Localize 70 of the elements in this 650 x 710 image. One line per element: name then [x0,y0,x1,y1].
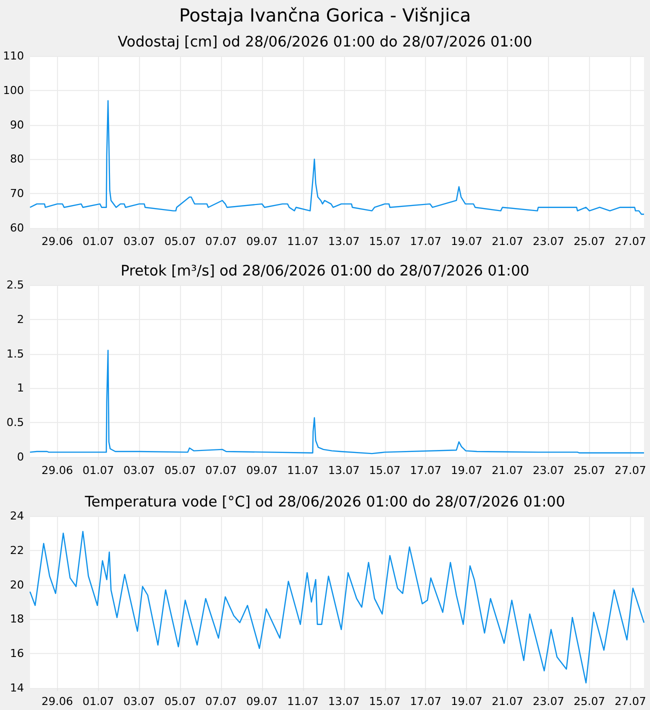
x-tick-label: 07.07 [205,235,237,248]
x-tick-label: 11.07 [287,235,319,248]
x-tick-label: 11.07 [287,464,319,477]
x-tick-label: 27.07 [614,235,646,248]
y-tick-label: 80 [10,152,24,166]
x-tick-label: 17.07 [410,464,442,477]
y-tick-label: 1.5 [6,347,24,360]
y-tick-label: 1 [17,382,24,395]
x-tick-label: 23.07 [532,695,564,708]
x-tick-label: 01.07 [82,464,114,477]
x-tick-label: 05.07 [164,695,196,708]
x-tick-label: 15.07 [369,235,401,248]
line-series [29,100,645,215]
x-tick-label: 23.07 [532,464,564,477]
x-tick-label: 29.06 [42,464,74,477]
x-tick-label: 05.07 [164,235,196,248]
x-tick-label: 19.07 [450,464,482,477]
y-tick-label: 20 [10,578,24,592]
y-tick-label: 16 [10,647,24,660]
x-tick-label: 29.06 [42,695,74,708]
y-tick-label: 22 [10,544,24,557]
x-tick-label: 15.07 [369,464,401,477]
y-tick-label: 24 [10,510,24,522]
x-tick-label: 25.07 [574,235,606,248]
x-tick-label: 13.07 [328,235,360,248]
x-tick-label: 13.07 [328,695,360,708]
chart-title: Pretok [m³/s] od 28/06/2026 01:00 do 28/07/2026 01:00 [120,264,530,280]
x-tick-label: 17.07 [410,235,442,248]
y-tick-label: 110 [3,50,24,62]
line-series [29,350,645,454]
x-tick-label: 19.07 [450,695,482,708]
y-tick-label: 2.5 [6,278,24,292]
y-tick-label: 0.5 [6,416,24,430]
y-tick-label: 14 [10,682,24,694]
x-tick-label: 23.07 [532,235,564,248]
y-tick-label: 0 [17,450,24,464]
x-tick-label: 21.07 [492,235,524,248]
chart-subtitle: Vodostaj [cm] od 28/06/2026 01:00 do 28/07/2026 01:00 [118,34,532,50]
x-tick-label: 03.07 [123,235,155,248]
x-tick-label: 07.07 [205,464,237,477]
y-tick-label: 60 [10,222,24,234]
line-series [29,530,645,684]
x-tick-label: 13.07 [328,464,360,477]
x-tick-label: 09.07 [246,695,278,708]
x-tick-label: 01.07 [82,235,114,248]
x-tick-label: 11.07 [287,695,319,708]
x-tick-label: 21.07 [492,695,524,708]
x-tick-label: 27.07 [614,464,646,477]
y-tick-label: 18 [10,612,24,626]
x-tick-label: 21.07 [492,464,524,477]
x-tick-label: 09.07 [246,464,278,477]
x-tick-label: 15.07 [369,695,401,708]
y-tick-label: 90 [10,118,24,132]
x-tick-label: 05.07 [164,464,196,477]
x-tick-label: 07.07 [205,695,237,708]
chart-title: Postaja Ivančna Gorica - Višnjica [179,6,471,26]
x-tick-label: 25.07 [574,695,606,708]
x-tick-label: 17.07 [410,695,442,708]
x-tick-label: 03.07 [123,695,155,708]
y-tick-label: 100 [3,84,24,97]
x-tick-label: 29.06 [42,235,74,248]
y-tick-label: 2 [17,312,24,326]
x-tick-label: 03.07 [123,464,155,477]
x-tick-label: 25.07 [574,464,606,477]
y-tick-label: 70 [10,187,24,200]
x-tick-label: 01.07 [82,695,114,708]
x-tick-label: 27.07 [614,695,646,708]
x-tick-label: 09.07 [246,235,278,248]
x-tick-label: 19.07 [450,235,482,248]
chart-title: Temperatura vode [°C] od 28/06/2026 01:00 do 28/07/2026 01:00 [84,494,566,510]
